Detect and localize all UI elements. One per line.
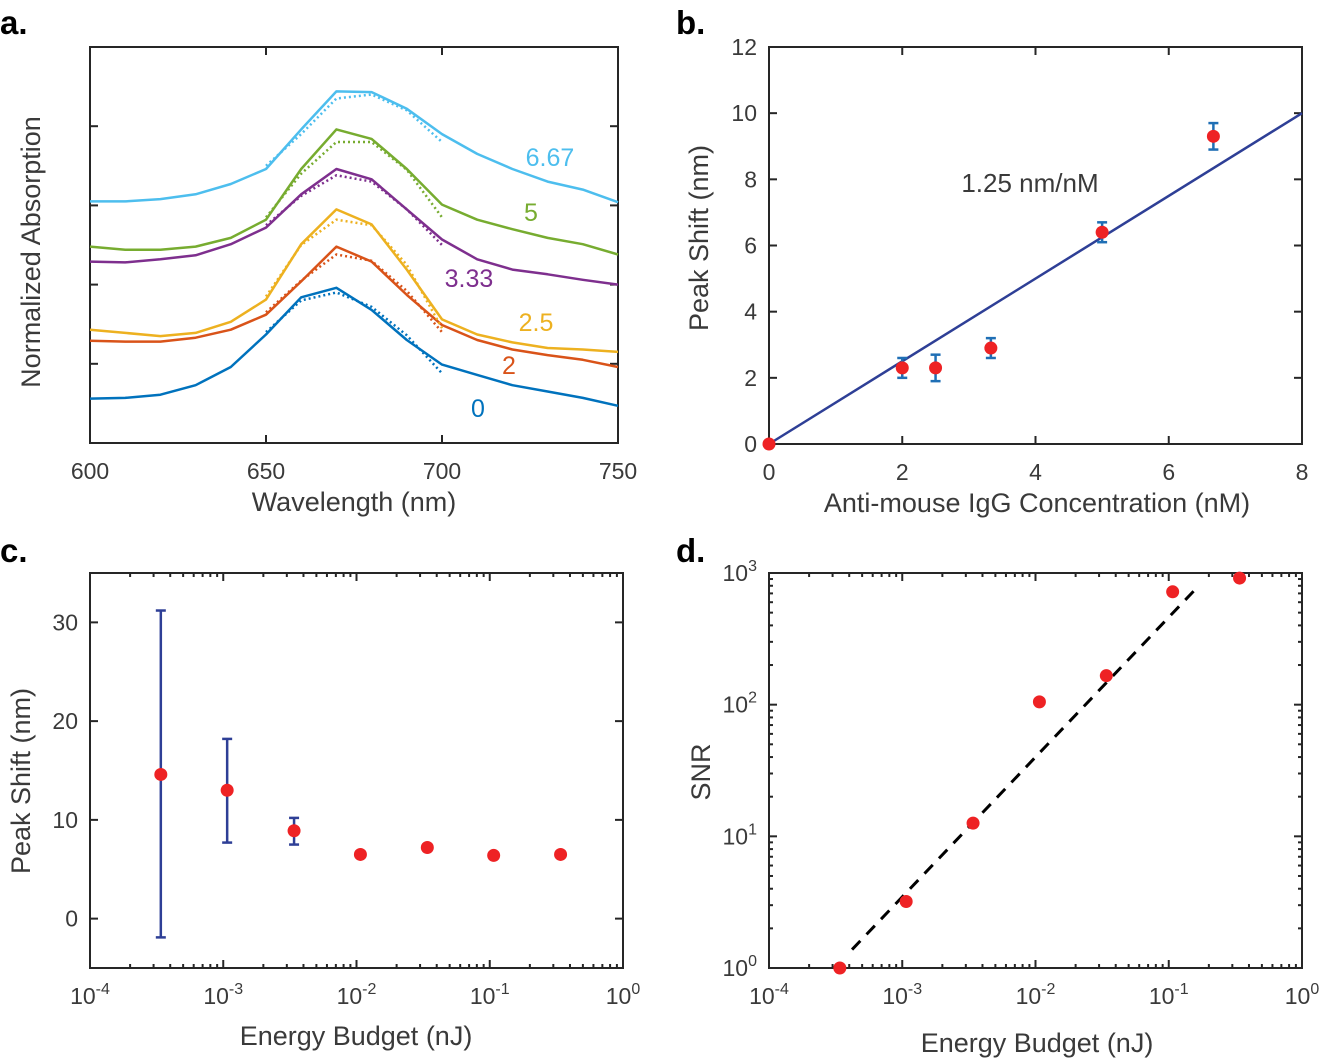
series-2.5-fit: [264, 218, 444, 329]
panel-b-xtick-label: 2: [896, 459, 909, 485]
panel-b-ytick-label: 2: [744, 365, 757, 391]
data-point: [220, 783, 234, 797]
series-0-fit: [265, 291, 443, 375]
data-point: [287, 824, 301, 838]
series-label-2.5: 2.5: [519, 309, 554, 337]
series-5-fit: [265, 140, 444, 219]
panel-a-xtick-label: 700: [423, 458, 461, 484]
panel-d-axes-box: [768, 572, 1303, 969]
panel-d-ytick-label: 103: [723, 558, 758, 586]
panel-d-ytick-label: 101: [723, 821, 758, 849]
series-0-line: [89, 286, 619, 408]
panel-b-ytick-label: 6: [744, 233, 757, 259]
panel-b-xtick-label: 6: [1162, 459, 1175, 485]
panel-d-xtick-label: 10-3: [882, 981, 922, 1009]
data-point: [895, 361, 909, 375]
panel-d-xtick-label: 100: [1285, 981, 1320, 1009]
panel-c-xtick-label: 100: [606, 981, 641, 1009]
data-point: [353, 847, 367, 861]
series-2-fit: [265, 253, 443, 333]
series-label-2: 2: [502, 352, 516, 380]
panel-c-ytick-label: 20: [52, 708, 78, 734]
panel-a-xtick-label: 750: [599, 458, 637, 484]
panel-b-axes-box: [768, 46, 1303, 445]
series-2.5-line: [89, 208, 619, 354]
panel-c-xtick-label: 10-1: [470, 981, 510, 1009]
panel-b-ytick-label: 8: [744, 166, 757, 192]
data-point: [487, 848, 501, 862]
panel-b-ytick-label: 12: [731, 34, 757, 60]
series-6.67-line: [90, 90, 619, 204]
panel-b-slope-annotation: 1.25 nm/nM: [961, 168, 1098, 198]
panel-c-ytick-label: 30: [52, 609, 78, 635]
panel-d-xtick-label: 10-4: [749, 981, 789, 1009]
panel-d-xlabel: Energy Budget (nJ): [921, 1028, 1154, 1058]
panel-c-ylabel: Peak Shift (nm): [6, 688, 36, 874]
panel-b-xtick-label: 4: [1029, 459, 1042, 485]
panel-c-ytick-label: 10: [52, 807, 78, 833]
data-point: [1233, 571, 1247, 585]
panel-b-ytick-label: 4: [744, 299, 757, 325]
data-point: [833, 961, 847, 975]
data-point: [762, 437, 776, 451]
data-point: [1032, 695, 1046, 709]
panel-d-ylabel: SNR: [686, 743, 716, 800]
data-point: [1166, 585, 1180, 599]
series-3.33-line: [89, 167, 619, 286]
panel-b-xtick-label: 0: [763, 459, 776, 485]
series-5-line: [89, 128, 619, 256]
series-6.67-fit: [265, 93, 443, 167]
panel-b-ylabel: Peak Shift (nm): [684, 145, 714, 331]
panel-c-ytick-label: 0: [65, 906, 78, 932]
panel-letter-a: a.: [0, 4, 28, 41]
series-label-0: 0: [471, 395, 485, 423]
data-point: [154, 767, 168, 781]
series-label-5: 5: [524, 199, 538, 227]
data-point: [984, 341, 998, 355]
panel-a-ylabel: Normalized Absorption: [16, 116, 46, 388]
panel-c-xtick-label: 10-4: [70, 981, 110, 1009]
series-label-3.33: 3.33: [445, 265, 494, 293]
series-2-line: [89, 245, 619, 369]
panel-c-xtick-label: 10-3: [203, 981, 243, 1009]
panel-d-xtick-label: 10-2: [1016, 981, 1056, 1009]
panel-a-axes-box: [89, 46, 619, 444]
panel-letter-b: b.: [676, 4, 705, 41]
data-point: [966, 816, 980, 830]
data-point: [899, 894, 913, 908]
panel-b-ytick-label: 10: [731, 100, 757, 126]
series-3.33-fit: [265, 173, 443, 246]
data-point: [420, 841, 434, 855]
data-point: [1206, 129, 1220, 143]
panel-d-xtick-label: 10-1: [1149, 981, 1189, 1009]
panel-d-ytick-label: 100: [723, 953, 758, 981]
panel-a-xlabel: Wavelength (nm): [252, 487, 457, 517]
panel-a-xtick-label: 650: [247, 458, 285, 484]
data-point: [929, 361, 943, 375]
data-point: [554, 847, 568, 861]
data-point: [1095, 225, 1109, 239]
panel-d-ytick-label: 102: [723, 690, 758, 718]
linear-fit-line: [768, 112, 1303, 446]
panel-c-xtick-label: 10-2: [337, 981, 377, 1009]
panel-a-xtick-label: 600: [71, 458, 109, 484]
panel-b-xtick-label: 8: [1296, 459, 1309, 485]
panel-c-xlabel: Energy Budget (nJ): [240, 1021, 473, 1051]
power-law-fit-line: [850, 584, 1201, 951]
data-point: [1099, 669, 1113, 683]
panel-b-ytick-label: 0: [744, 431, 757, 457]
panel-c-axes-box: [89, 572, 624, 969]
panel-b-xlabel: Anti-mouse IgG Concentration (nM): [824, 488, 1250, 518]
panel-letter-c: c.: [0, 532, 28, 569]
panel-letter-d: d.: [676, 532, 705, 569]
series-label-6.67: 6.67: [526, 144, 575, 172]
